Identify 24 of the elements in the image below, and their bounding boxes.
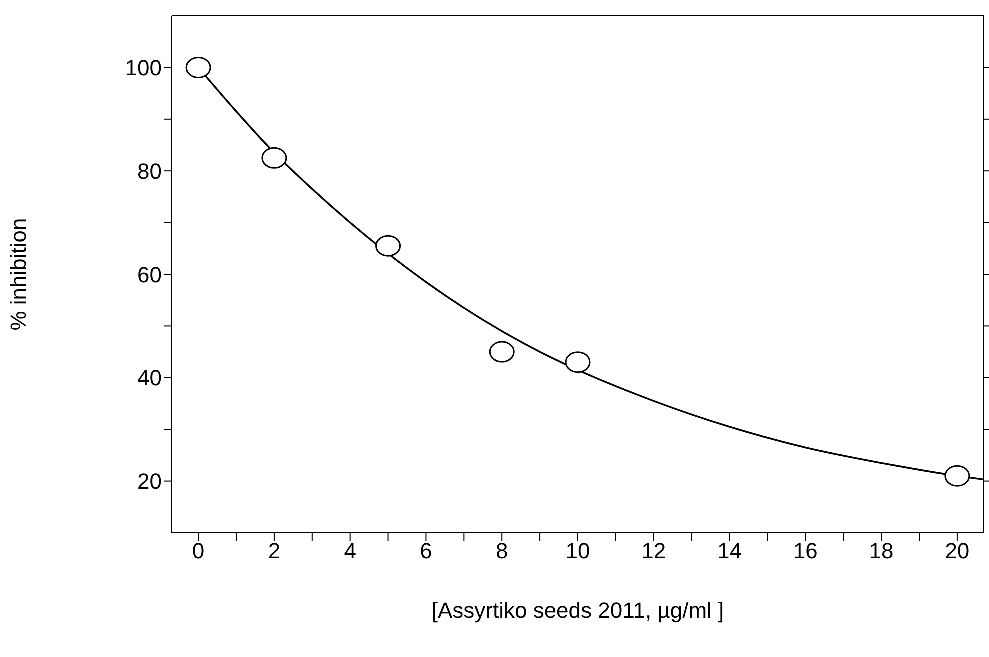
x-tick-label: 16 [793,538,818,564]
point [944,465,970,487]
point [565,352,591,374]
x-tick-label: 18 [869,538,894,564]
y-tick-label: 60 [138,262,162,288]
x-tick-label: 14 [718,538,742,564]
point [186,56,212,78]
x-tick-label: 12 [642,538,666,564]
x-tick-label: 0 [192,538,205,564]
x-tick-label: 6 [420,538,432,564]
x-tick-label: 2 [268,538,281,564]
x-axis-title: [Assyrtiko seeds 2011, µg/ml ] [432,598,724,623]
x-tick-label: 20 [945,538,970,564]
point [376,235,402,257]
x-tick-label: 8 [496,538,508,564]
x-tick-label: 10 [566,538,590,564]
y-tick-label: 20 [138,469,162,494]
y-axis-title: % inhibition [6,218,31,331]
point [262,147,288,169]
y-tick-label: 40 [138,366,162,391]
y-tick-label: 80 [138,158,162,184]
x-tick-label: 4 [344,538,356,564]
y-tick-label: 100 [125,56,162,81]
point [489,341,515,363]
